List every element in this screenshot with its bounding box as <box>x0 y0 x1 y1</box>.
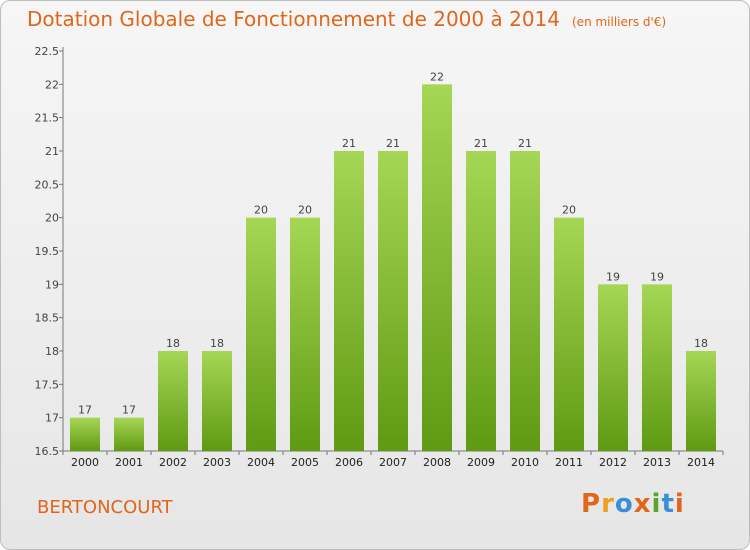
commune-name: BERTONCOURT <box>37 497 173 518</box>
data-label: 22 <box>430 70 444 83</box>
logo-letter: r <box>601 489 615 519</box>
logo-letter: i <box>674 489 685 519</box>
y-tick-label: 20.5 <box>35 178 60 191</box>
data-label: 18 <box>694 337 708 350</box>
x-tick-label: 2012 <box>599 456 627 469</box>
data-label: 19 <box>606 270 620 283</box>
chart-title: Dotation Globale de Fonctionnement de 20… <box>27 7 666 31</box>
bar-2013 <box>642 284 672 451</box>
y-tick-label: 18.5 <box>35 312 60 325</box>
x-tick-label: 2010 <box>511 456 539 469</box>
x-tick-label: 2005 <box>291 456 319 469</box>
y-tick-label: 20 <box>45 212 59 225</box>
y-tick-label: 19 <box>45 278 59 291</box>
bar-2005 <box>290 217 320 451</box>
x-tick-label: 2004 <box>247 456 275 469</box>
data-label: 20 <box>562 204 576 217</box>
bar-2001 <box>114 417 144 451</box>
bar-2009 <box>466 151 496 451</box>
y-tick-label: 17.5 <box>35 378 60 391</box>
data-label: 19 <box>650 270 664 283</box>
data-label: 20 <box>298 204 312 217</box>
y-tick-label: 16.5 <box>35 445 60 458</box>
bar-2008 <box>422 84 452 451</box>
bar-2010 <box>510 151 540 451</box>
y-tick-label: 19.5 <box>35 245 60 258</box>
x-tick-label: 2001 <box>115 456 143 469</box>
title-text: Dotation Globale de Fonctionnement de 20… <box>27 7 560 31</box>
chart-subtitle: (en milliers d'€) <box>572 15 667 29</box>
y-tick-label: 21 <box>45 145 59 158</box>
bar-2000 <box>70 417 100 451</box>
data-label: 21 <box>474 137 488 150</box>
bars <box>70 84 716 451</box>
bar-2014 <box>686 351 716 451</box>
x-tick-label: 2007 <box>379 456 407 469</box>
data-label: 21 <box>386 137 400 150</box>
y-tick-label: 18 <box>45 345 59 358</box>
x-tick-label: 2011 <box>555 456 583 469</box>
y-tick-label: 22 <box>45 78 59 91</box>
bar-2002 <box>158 351 188 451</box>
x-tick-label: 2008 <box>423 456 451 469</box>
bar-2004 <box>246 217 276 451</box>
data-labels: 17 17 18 18 20 20 21 21 22 21 21 20 19 19 18 <box>78 70 708 416</box>
data-label: 18 <box>166 337 180 350</box>
bar-2011 <box>554 217 584 451</box>
logo-letter: i <box>651 489 662 519</box>
data-label: 21 <box>518 137 532 150</box>
logo-letter: t <box>661 489 675 519</box>
logo-letter: P <box>581 489 602 519</box>
y-tick-label: 17 <box>45 412 59 425</box>
logo-letter: x <box>633 489 652 519</box>
data-label: 17 <box>78 404 92 417</box>
data-label: 21 <box>342 137 356 150</box>
x-tick-label: 2002 <box>159 456 187 469</box>
bar-2006 <box>334 151 364 451</box>
x-tick-label: 2003 <box>203 456 231 469</box>
proxiti-logo: Proxiti <box>581 489 685 519</box>
x-tick-label: 2014 <box>687 456 715 469</box>
logo-letter: o <box>614 489 634 519</box>
y-tick-label: 22.5 <box>35 45 60 58</box>
x-tick-label: 2013 <box>643 456 671 469</box>
axes: 16.5 17 17.5 18 18.5 19 19.5 20 20.5 21 21.5 22 22.5… <box>35 45 724 469</box>
bar-2012 <box>598 284 628 451</box>
bar-2007 <box>378 151 408 451</box>
data-label: 18 <box>210 337 224 350</box>
x-tick-label: 2000 <box>71 456 99 469</box>
data-label: 20 <box>254 204 268 217</box>
bar-2003 <box>202 351 232 451</box>
y-tick-label: 21.5 <box>35 112 60 125</box>
x-tick-label: 2009 <box>467 456 495 469</box>
x-tick-label: 2006 <box>335 456 363 469</box>
data-label: 17 <box>122 404 136 417</box>
